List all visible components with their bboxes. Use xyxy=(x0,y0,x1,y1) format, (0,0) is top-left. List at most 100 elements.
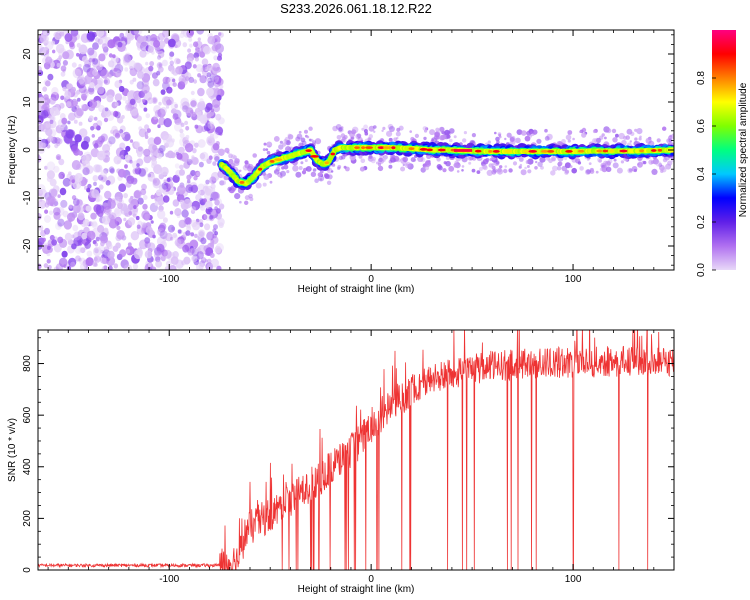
noise-cell xyxy=(163,118,172,128)
noise-cell xyxy=(117,168,126,178)
noise-cell xyxy=(200,151,209,162)
halo-cell xyxy=(331,170,334,173)
noise-cell xyxy=(108,214,113,219)
noise-cell xyxy=(147,266,153,270)
halo-cell xyxy=(564,157,567,161)
noise-cell xyxy=(96,30,105,38)
noise-cell xyxy=(64,91,72,99)
figure-title: S233.2026.061.18.12.R22 xyxy=(280,1,432,16)
halo-cell xyxy=(561,139,566,144)
snr-panel: -100 0 100 0 200 400 600 800 Height of straight… xyxy=(7,329,675,595)
halo-cell xyxy=(281,142,287,147)
noise-cell xyxy=(130,195,134,200)
halo-cell xyxy=(440,134,446,141)
halo-cell xyxy=(595,170,599,174)
halo-cell xyxy=(449,138,453,143)
noise-cell xyxy=(215,113,222,121)
noise-cell xyxy=(162,195,170,203)
peak-cell xyxy=(492,150,500,153)
noise-cell xyxy=(184,76,190,82)
noise-cell xyxy=(139,50,147,58)
noise-cell xyxy=(76,52,80,57)
halo-cell xyxy=(423,136,427,141)
noise-cell xyxy=(157,200,163,206)
noise-cell xyxy=(73,108,83,119)
noise-cell xyxy=(185,134,190,140)
noise-cell xyxy=(166,86,173,94)
halo-cell xyxy=(655,161,662,167)
noise-cell xyxy=(55,43,65,54)
noise-cell xyxy=(97,86,105,95)
x-tick-label: 100 xyxy=(565,274,582,285)
noise-cell xyxy=(206,72,211,78)
halo-cell xyxy=(304,129,308,134)
noise-cell xyxy=(196,171,201,177)
halo-cell xyxy=(581,132,587,138)
noise-cell xyxy=(218,203,225,210)
noise-cell xyxy=(174,208,182,216)
noise-cell xyxy=(57,222,62,228)
noise-cell xyxy=(66,83,72,90)
noise-cell xyxy=(78,63,82,68)
halo-cell xyxy=(654,159,658,163)
halo-cell xyxy=(504,137,507,141)
noise-cell xyxy=(141,84,150,94)
noise-cell xyxy=(142,203,148,210)
noise-cell xyxy=(58,174,63,180)
noise-cell xyxy=(209,133,214,138)
snr-frame xyxy=(37,329,675,571)
noise-cell xyxy=(119,249,127,258)
noise-cell xyxy=(124,154,130,161)
noise-cell xyxy=(214,38,218,43)
noise-cell xyxy=(164,266,170,270)
noise-cell xyxy=(97,224,105,233)
noise-cell xyxy=(69,139,74,145)
noise-cell xyxy=(62,86,67,92)
noise-cell xyxy=(196,251,204,260)
noise-cell xyxy=(204,223,211,231)
noise-cell xyxy=(198,161,204,168)
noise-cell xyxy=(124,133,131,141)
halo-cell xyxy=(395,131,401,137)
noise-cell xyxy=(117,41,123,48)
halo-cell xyxy=(239,200,242,204)
noise-cell xyxy=(197,183,205,191)
noise-cell xyxy=(183,216,191,225)
noise-cell xyxy=(115,70,122,78)
noise-cell xyxy=(182,42,188,48)
noise-cell xyxy=(45,127,53,137)
halo-cell xyxy=(312,168,317,172)
halo-cell xyxy=(486,169,493,176)
noise-cell xyxy=(191,200,201,211)
noise-cell xyxy=(122,54,132,64)
noise-cell xyxy=(153,136,162,145)
halo-cell xyxy=(429,129,436,136)
noise-cell xyxy=(51,87,59,96)
noise-cell xyxy=(86,250,93,257)
noise-cell xyxy=(166,180,174,189)
noise-cell xyxy=(134,95,139,101)
noise-cell xyxy=(88,87,95,95)
halo-cell xyxy=(544,128,548,133)
noise-cell xyxy=(159,145,166,153)
halo-cell xyxy=(462,138,467,143)
halo-cell xyxy=(228,153,234,159)
noise-cell xyxy=(108,53,113,58)
halo-cell xyxy=(308,138,312,142)
noise-cell xyxy=(148,65,154,72)
peak-cell xyxy=(354,146,360,150)
noise-cell xyxy=(50,188,58,197)
noise-cell xyxy=(81,232,88,240)
noise-cell xyxy=(92,261,97,267)
noise-cell xyxy=(188,30,195,36)
noise-cell xyxy=(151,159,158,166)
noise-cell xyxy=(89,99,98,109)
noise-cell xyxy=(181,30,185,35)
noise-cell xyxy=(190,170,196,177)
noise-cell xyxy=(163,249,172,259)
noise-cell xyxy=(194,57,199,62)
noise-cell xyxy=(158,66,164,73)
noise-cell xyxy=(38,213,42,220)
halo-cell xyxy=(269,180,273,184)
noise-cell xyxy=(206,113,212,119)
